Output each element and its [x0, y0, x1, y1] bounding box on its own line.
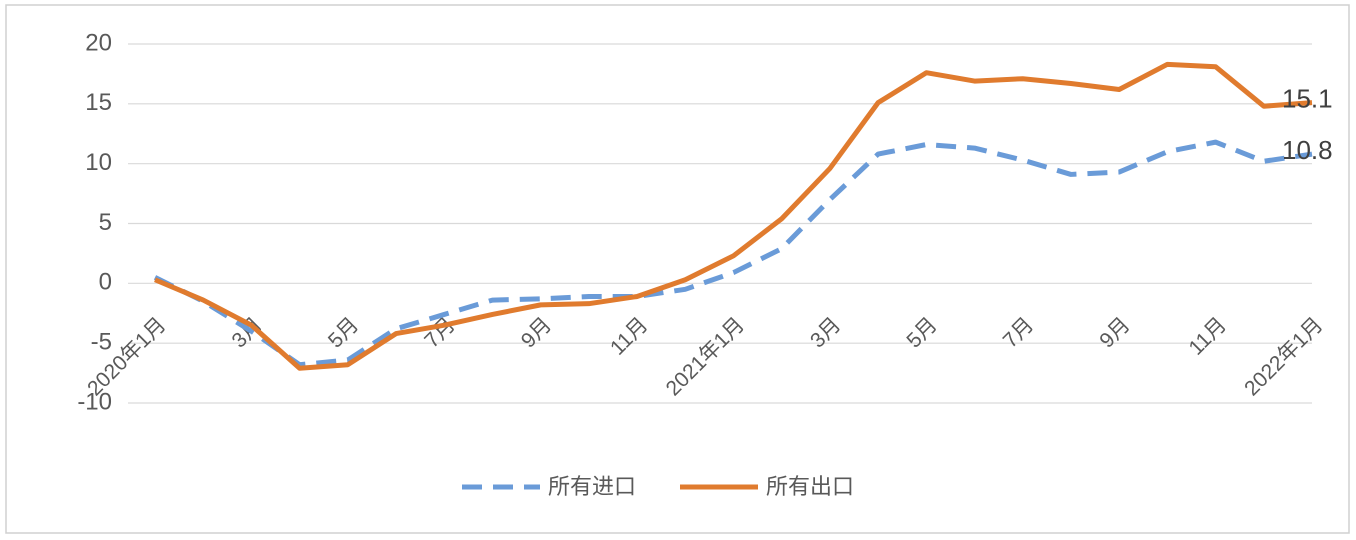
end-value-label: 15.1: [1282, 84, 1333, 114]
series-line: [154, 61, 1313, 371]
series-line: [153, 139, 1313, 368]
y-tick-label: 15: [85, 89, 112, 116]
legend-label: 所有进口: [548, 474, 636, 499]
chart-frame: [5, 4, 1350, 534]
end-value-label: 10.8: [1282, 135, 1333, 165]
y-tick-label: 10: [85, 149, 112, 176]
y-tick-label: 20: [85, 29, 112, 56]
y-tick-label: 0: [99, 269, 112, 296]
y-tick-label: -5: [91, 329, 112, 356]
y-tick-label: 5: [99, 209, 112, 236]
legend-label: 所有出口: [766, 474, 854, 499]
y-tick-label: -10: [77, 388, 112, 415]
